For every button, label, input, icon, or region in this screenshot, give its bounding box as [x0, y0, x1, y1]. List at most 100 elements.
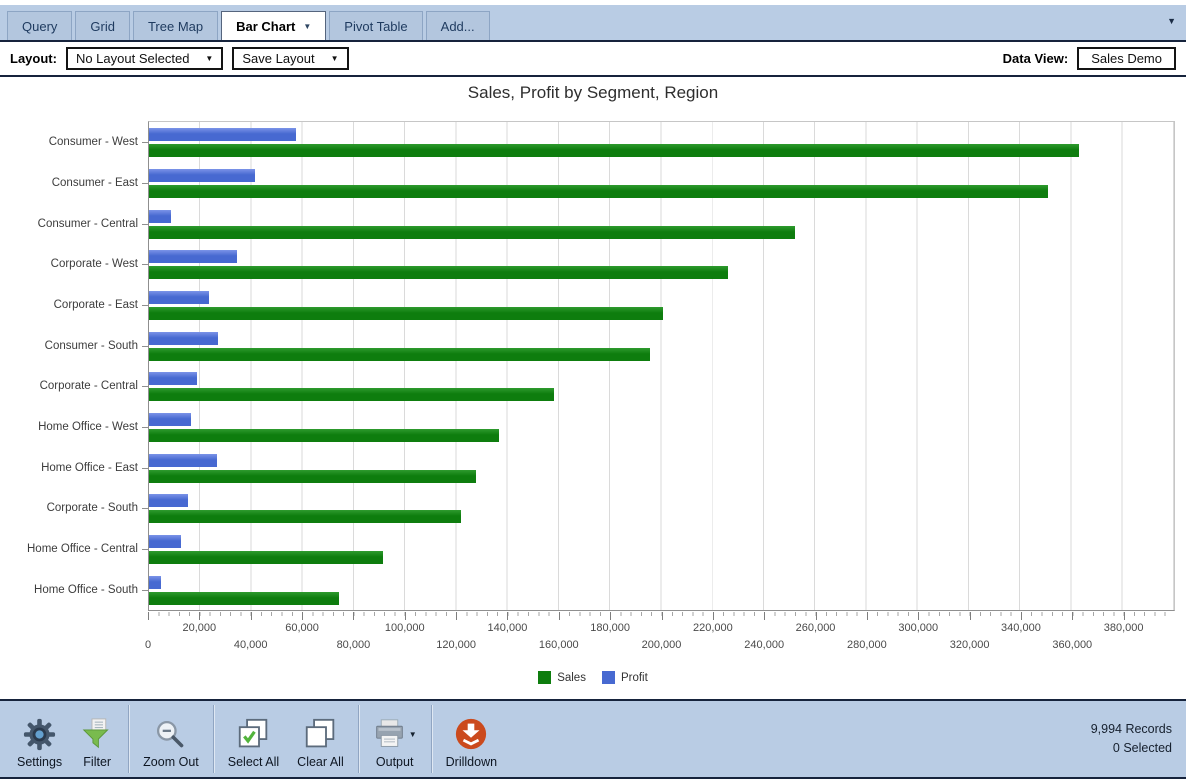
x-tick-mark [251, 612, 252, 620]
toolbar-separator [213, 705, 214, 773]
x-tick-mark [148, 612, 149, 620]
profit-bar[interactable] [149, 454, 217, 467]
x-tick-mark [199, 612, 200, 620]
sales-bar[interactable] [149, 307, 663, 320]
x-tick-label: 60,000 [285, 622, 319, 634]
records-text: 9,994 Records [1091, 720, 1172, 739]
toolbar-separator [358, 705, 359, 773]
bar-row: Home Office - South [149, 569, 1174, 610]
sales-bar[interactable] [149, 510, 461, 523]
tab-overflow-caret-icon[interactable]: ▼ [1167, 16, 1176, 30]
x-tick-mark [816, 612, 817, 620]
profit-bar[interactable] [149, 372, 197, 385]
sales-bar[interactable] [149, 429, 499, 442]
sales-bar[interactable] [149, 226, 795, 239]
toolbar-item-label: Zoom Out [143, 755, 199, 769]
chart-title: Sales, Profit by Segment, Region [0, 83, 1186, 103]
profit-bar[interactable] [149, 494, 188, 507]
tab-label: Pivot Table [344, 19, 407, 34]
tab-pivot-table[interactable]: Pivot Table [329, 11, 422, 40]
sales-bar[interactable] [149, 592, 339, 605]
tab-add[interactable]: Add... [426, 11, 490, 40]
x-tick-label: 220,000 [693, 622, 733, 634]
x-tick-label: 120,000 [436, 639, 476, 651]
sales-bar[interactable] [149, 470, 476, 483]
chevron-down-icon: ▼ [303, 22, 311, 31]
bar-row: Home Office - East [149, 447, 1174, 488]
legend-swatch [602, 671, 615, 684]
record-count: 9,994 Records 0 Selected [1091, 720, 1186, 758]
category-label: Home Office - South [34, 584, 138, 596]
tab-label: Query [22, 19, 57, 34]
sales-bar[interactable] [149, 266, 728, 279]
profit-bar[interactable] [149, 332, 218, 345]
output-icon: ▼ [373, 715, 417, 753]
sales-bar[interactable] [149, 144, 1079, 157]
category-label: Corporate - South [47, 502, 138, 514]
x-tick-label: 280,000 [847, 639, 887, 651]
data-view-group: Data View: Sales Demo [1003, 47, 1176, 70]
x-tick-mark [456, 612, 457, 620]
layout-select-value: No Layout Selected [76, 51, 189, 66]
x-tick-mark [1072, 612, 1073, 620]
sales-bar[interactable] [149, 185, 1048, 198]
settings-button[interactable]: Settings [8, 701, 71, 777]
bar-row: Corporate - Central [149, 366, 1174, 407]
profit-bar[interactable] [149, 535, 181, 548]
zoom-out-icon [154, 715, 187, 753]
category-label: Home Office - Central [27, 543, 138, 555]
x-tick-mark [353, 612, 354, 620]
tab-bar-chart[interactable]: Bar Chart▼ [221, 11, 326, 40]
legend-label: Sales [557, 672, 586, 684]
profit-bar[interactable] [149, 128, 296, 141]
legend-item-profit: Profit [602, 671, 648, 684]
toolbar-separator [431, 705, 432, 773]
category-label: Consumer - West [49, 136, 138, 148]
x-tick-mark [867, 612, 868, 620]
x-tick-mark [970, 612, 971, 620]
drilldown-button[interactable]: Drilldown [437, 701, 506, 777]
output-button[interactable]: ▼Output [364, 701, 426, 777]
tab-tree-map[interactable]: Tree Map [133, 11, 218, 40]
legend-label: Profit [621, 672, 648, 684]
bar-row: Consumer - Central [149, 203, 1174, 244]
sales-bar[interactable] [149, 388, 554, 401]
app-window: Query GridTree MapBar Chart▼ Pivot Table Ad… [0, 0, 1186, 779]
category-label: Consumer - South [45, 340, 138, 352]
zoom-out-button[interactable]: Zoom Out [134, 701, 208, 777]
select-all-button[interactable]: Select All [219, 701, 288, 777]
filter-button[interactable]: Filter [71, 701, 123, 777]
profit-bar[interactable] [149, 250, 237, 263]
save-layout-button[interactable]: Save Layout ▼ [232, 47, 348, 70]
x-tick-mark [610, 612, 611, 620]
category-label: Corporate - West [51, 258, 138, 270]
x-tick-label: 240,000 [744, 639, 784, 651]
profit-bar[interactable] [149, 210, 171, 223]
clear-all-button[interactable]: Clear All [288, 701, 353, 777]
sales-bar[interactable] [149, 551, 383, 564]
data-view-value[interactable]: Sales Demo [1077, 47, 1176, 70]
layout-select[interactable]: No Layout Selected ▼ [66, 47, 223, 70]
tab-query[interactable]: Query [7, 11, 72, 40]
x-tick-mark [764, 612, 765, 620]
x-tick-mark [559, 612, 560, 620]
plot-area[interactable]: Consumer - WestConsumer - EastConsumer -… [148, 121, 1175, 611]
x-tick-mark [713, 612, 714, 620]
profit-bar[interactable] [149, 413, 191, 426]
profit-bar[interactable] [149, 291, 209, 304]
toolbar-item-label: Filter [83, 755, 111, 769]
filter-icon [81, 715, 114, 753]
save-layout-label: Save Layout [242, 51, 314, 66]
profit-bar[interactable] [149, 576, 161, 589]
x-tick-label: 300,000 [898, 622, 938, 634]
tab-label: Add... [441, 19, 475, 34]
drilldown-icon [454, 715, 488, 753]
bar-row: Consumer - West [149, 122, 1174, 163]
data-view-label: Data View: [1003, 51, 1069, 66]
x-tick-label: 100,000 [385, 622, 425, 634]
profit-bar[interactable] [149, 169, 255, 182]
sales-bar[interactable] [149, 348, 650, 361]
tab-grid[interactable]: Grid [75, 11, 130, 40]
bar-row: Home Office - Central [149, 529, 1174, 570]
x-tick-mark [662, 612, 663, 620]
